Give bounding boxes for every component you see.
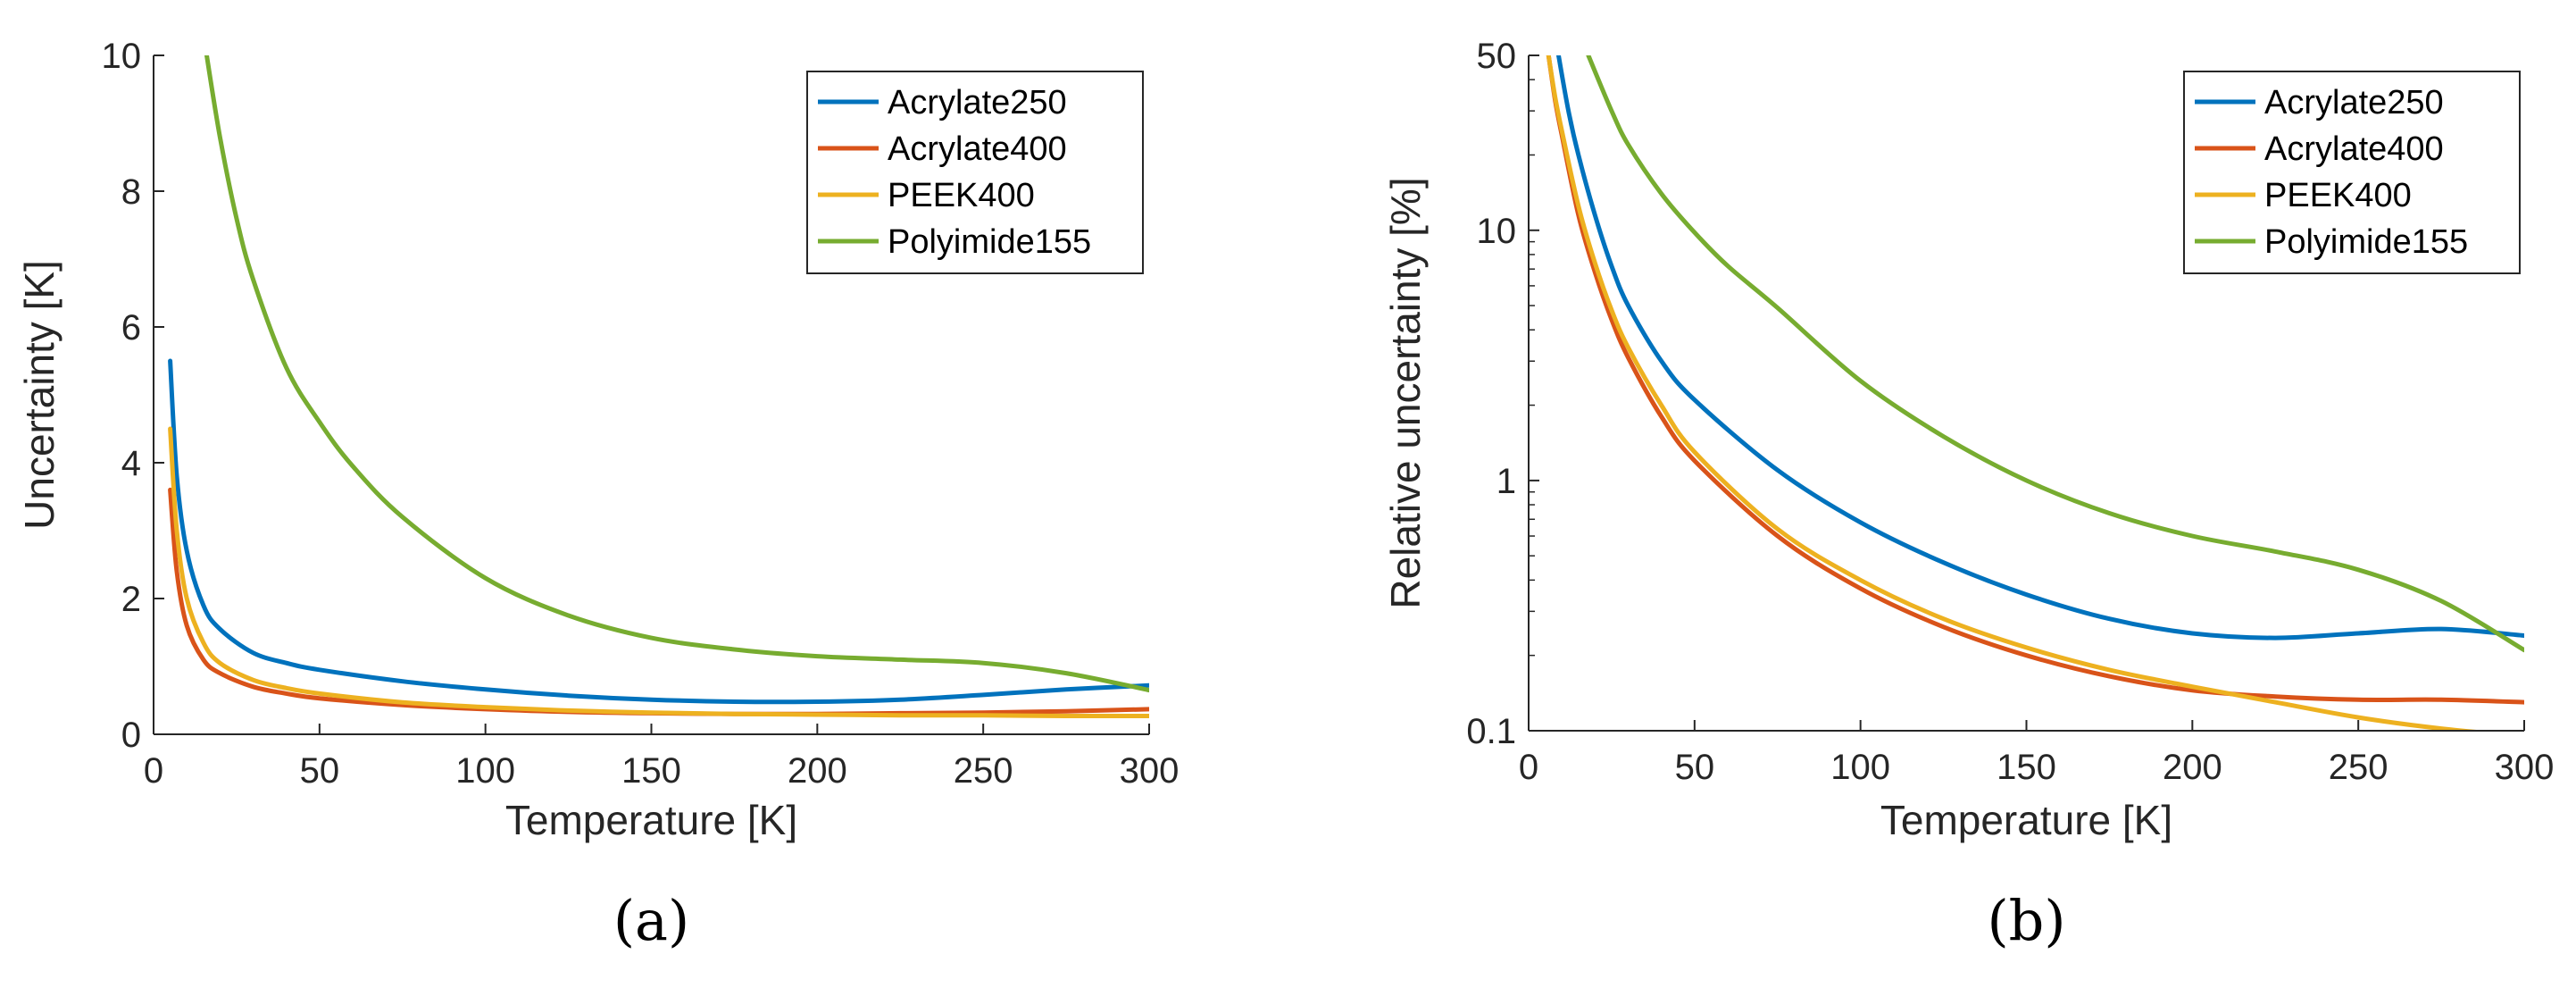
legend: Acrylate250 Acrylate400 PEEK400 Polyimide15… — [2183, 71, 2521, 274]
y-tick-label: 10 — [102, 37, 142, 76]
y-tick-label: 0.1 — [1466, 712, 1516, 751]
legend-label-acrylate250: Acrylate250 — [2264, 84, 2444, 121]
y-tick-label: 4 — [121, 444, 141, 483]
series-line-peek400 — [168, 426, 1149, 719]
series-line-acrylate250 — [1556, 55, 2524, 641]
panel-label: (a) — [613, 888, 689, 953]
x-tick-label: 150 — [1997, 748, 2056, 787]
x-tick-label: 150 — [621, 751, 681, 791]
x-tick-label: 250 — [2329, 748, 2388, 787]
x-tick-label: 250 — [954, 751, 1013, 791]
x-tick-label: 300 — [2495, 748, 2555, 787]
legend-label-acrylate250: Acrylate250 — [888, 84, 1067, 121]
y-tick-label: 50 — [1477, 37, 1517, 76]
chart-panel-a: 0 50 100 150 200 250 300 0 2 4 6 8 10 Temperature [K]… — [16, 37, 1179, 953]
x-tick-label: 50 — [1675, 748, 1715, 787]
y-tick-label: 8 — [121, 172, 141, 212]
x-tick-label: 100 — [455, 751, 515, 791]
panel-label: (b) — [1987, 888, 2065, 953]
legend-label-acrylate400: Acrylate400 — [888, 130, 1067, 168]
x-tick-label: 0 — [1519, 748, 1538, 787]
legend-label-acrylate400: Acrylate400 — [2264, 130, 2444, 168]
x-tick-label: 50 — [300, 751, 340, 791]
series-line-polyimide155 — [1586, 55, 2524, 653]
y-tick-label: 6 — [121, 308, 141, 347]
x-tick-label: 0 — [144, 751, 163, 791]
series-line-acrylate250 — [168, 358, 1149, 705]
legend-label-peek400: PEEK400 — [2264, 177, 2412, 214]
series-line-peek400 — [1546, 55, 2487, 731]
y-tick-label: 10 — [1477, 212, 1517, 251]
y-tick-label: 1 — [1496, 462, 1516, 501]
y-tick-label: 2 — [121, 580, 141, 619]
y-tick-label: 0 — [121, 716, 141, 755]
legend-label-peek400: PEEK400 — [888, 177, 1035, 214]
chart-panel-b: 0 50 100 150 200 250 300 0.1 1 10 50 Temperature [K… — [1382, 37, 2554, 953]
legend-label-polyimide155: Polyimide155 — [888, 223, 1091, 261]
x-tick-label: 100 — [1830, 748, 1890, 787]
x-axis-label: Temperature [K] — [1880, 797, 2172, 843]
y-axis-label: Relative uncertainty [%] — [1382, 177, 1429, 608]
x-tick-label: 300 — [1120, 751, 1180, 791]
x-tick-label: 200 — [2163, 748, 2222, 787]
legend-label-polyimide155: Polyimide155 — [2264, 223, 2468, 261]
series-line-polyimide155 — [204, 55, 1149, 693]
y-axis-label: Uncertainty [K] — [16, 260, 63, 530]
x-tick-label: 200 — [788, 751, 847, 791]
legend: Acrylate250 Acrylate400 PEEK400 Polyimide15… — [806, 71, 1144, 274]
x-axis-label: Temperature [K] — [505, 797, 797, 843]
series-line-acrylate400 — [1546, 55, 2524, 705]
